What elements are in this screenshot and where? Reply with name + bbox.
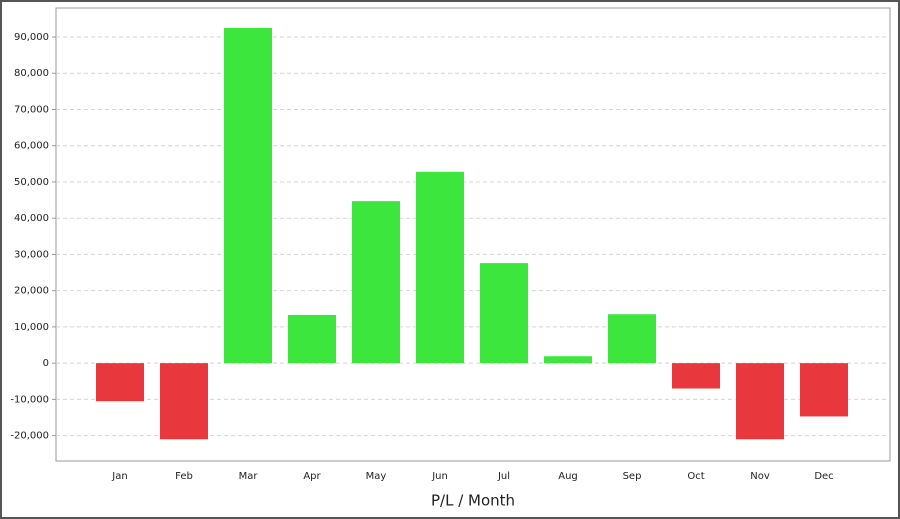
y-tick-label: 40,000 <box>14 213 49 224</box>
x-tick-label: Nov <box>750 471 770 482</box>
bar <box>480 263 528 364</box>
x-tick-label: Oct <box>687 471 704 482</box>
x-axis-label: P/L / Month <box>431 492 515 510</box>
y-tick-label: 60,000 <box>14 141 49 152</box>
bar <box>96 363 144 402</box>
y-tick-label: 30,000 <box>14 249 49 260</box>
x-tick-label: Feb <box>175 471 193 482</box>
x-tick-label: Dec <box>814 471 833 482</box>
bar <box>416 171 464 364</box>
y-tick-label: 0 <box>43 358 49 369</box>
x-tick-label: May <box>366 471 387 482</box>
bar <box>608 314 656 364</box>
y-tick-label: 90,000 <box>14 32 49 43</box>
x-tick-label: Apr <box>303 471 321 482</box>
y-tick-label: 20,000 <box>14 286 49 297</box>
bar <box>672 363 720 389</box>
y-tick-label: 10,000 <box>14 322 49 333</box>
y-tick-label: -10,000 <box>10 394 49 405</box>
x-tick-label: Jan <box>111 471 127 482</box>
bar <box>352 201 400 364</box>
y-tick-label: 50,000 <box>14 177 49 188</box>
y-tick-label: 80,000 <box>14 68 49 79</box>
x-tick-label: Jun <box>431 471 448 482</box>
bar <box>288 314 336 364</box>
x-tick-label: Aug <box>558 471 578 482</box>
bar <box>544 356 592 364</box>
bar <box>736 363 784 440</box>
bar <box>800 363 848 417</box>
x-tick-label: Mar <box>239 471 259 482</box>
bar <box>224 27 272 364</box>
x-tick-label: Sep <box>623 471 642 482</box>
x-tick-label: Jul <box>497 471 510 482</box>
bar <box>160 363 208 440</box>
y-tick-label: 70,000 <box>14 104 49 115</box>
y-tick-label: -20,000 <box>10 431 49 442</box>
